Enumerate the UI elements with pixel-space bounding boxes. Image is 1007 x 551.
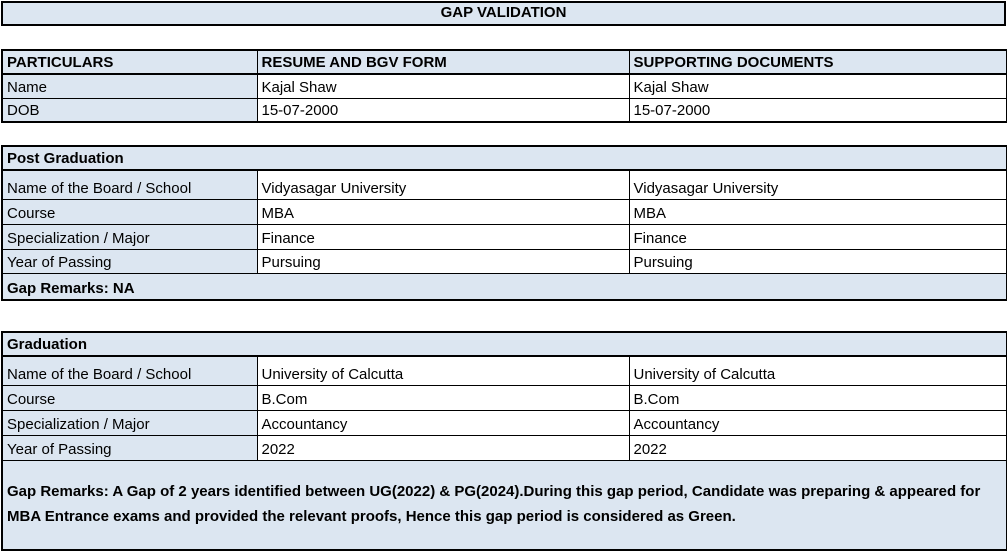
pg-specialization-supporting-value: Finance <box>628 223 1007 250</box>
page-title: GAP VALIDATION <box>1 1 1006 26</box>
post-graduation-table: Post Graduation Name of the Board / Scho… <box>1 145 1007 301</box>
post-graduation-gap-remarks-row: Gap Remarks: NA <box>1 272 1007 301</box>
row-label-specialization: Specialization / Major <box>1 409 258 436</box>
row-label-year-of-passing: Year of Passing <box>1 434 258 461</box>
g-course-supporting-value: B.Com <box>628 384 1007 411</box>
table-row-pg-specialization: Specialization / Major Finance Finance <box>1 223 1007 250</box>
g-board-resume-value: University of Calcutta <box>256 355 630 386</box>
table-row-pg-course: Course MBA MBA <box>1 198 1007 225</box>
graduation-gap-remarks: Gap Remarks: A Gap of 2 years identified… <box>1 459 1007 551</box>
dob-resume-value: 15-07-2000 <box>256 97 630 123</box>
row-label-name: Name <box>1 73 258 99</box>
pg-year-supporting-value: Pursuing <box>628 248 1007 274</box>
row-label-year-of-passing: Year of Passing <box>1 248 258 274</box>
row-label-board-school: Name of the Board / School <box>1 169 258 200</box>
column-header-resume-bgv-form: RESUME AND BGV FORM <box>256 49 630 75</box>
g-year-supporting-value: 2022 <box>628 434 1007 461</box>
particulars-table: PARTICULARS RESUME AND BGV FORM SUPPORTI… <box>1 49 1007 123</box>
column-header-particulars: PARTICULARS <box>1 49 258 75</box>
row-label-course: Course <box>1 384 258 411</box>
section-title-post-graduation: Post Graduation <box>1 145 1007 171</box>
row-label-specialization: Specialization / Major <box>1 223 258 250</box>
table-row-g-course: Course B.Com B.Com <box>1 384 1007 411</box>
row-label-course: Course <box>1 198 258 225</box>
table-row-pg-board-school: Name of the Board / School Vidyasagar Un… <box>1 169 1007 200</box>
section-title-graduation: Graduation <box>1 331 1007 357</box>
post-graduation-gap-remarks: Gap Remarks: NA <box>1 272 1007 301</box>
table-row-g-board-school: Name of the Board / School University of… <box>1 355 1007 386</box>
g-year-resume-value: 2022 <box>256 434 630 461</box>
name-resume-value: Kajal Shaw <box>256 73 630 99</box>
row-label-board-school: Name of the Board / School <box>1 355 258 386</box>
column-header-supporting-documents: SUPPORTING DOCUMENTS <box>628 49 1007 75</box>
pg-specialization-resume-value: Finance <box>256 223 630 250</box>
pg-year-resume-value: Pursuing <box>256 248 630 274</box>
particulars-header-row: PARTICULARS RESUME AND BGV FORM SUPPORTI… <box>1 49 1007 75</box>
g-board-supporting-value: University of Calcutta <box>628 355 1007 386</box>
table-row-name: Name Kajal Shaw Kajal Shaw <box>1 73 1007 99</box>
pg-course-resume-value: MBA <box>256 198 630 225</box>
g-specialization-supporting-value: Accountancy <box>628 409 1007 436</box>
g-course-resume-value: B.Com <box>256 384 630 411</box>
post-graduation-section-header-row: Post Graduation <box>1 145 1007 171</box>
table-row-g-specialization: Specialization / Major Accountancy Accou… <box>1 409 1007 436</box>
table-row-dob: DOB 15-07-2000 15-07-2000 <box>1 97 1007 123</box>
dob-supporting-value: 15-07-2000 <box>628 97 1007 123</box>
row-label-dob: DOB <box>1 97 258 123</box>
graduation-table: Graduation Name of the Board / School Un… <box>1 331 1007 551</box>
g-specialization-resume-value: Accountancy <box>256 409 630 436</box>
pg-board-resume-value: Vidyasagar University <box>256 169 630 200</box>
pg-course-supporting-value: MBA <box>628 198 1007 225</box>
graduation-section-header-row: Graduation <box>1 331 1007 357</box>
table-row-g-year-of-passing: Year of Passing 2022 2022 <box>1 434 1007 461</box>
table-row-pg-year-of-passing: Year of Passing Pursuing Pursuing <box>1 248 1007 274</box>
graduation-gap-remarks-row: Gap Remarks: A Gap of 2 years identified… <box>1 459 1007 551</box>
pg-board-supporting-value: Vidyasagar University <box>628 169 1007 200</box>
name-supporting-value: Kajal Shaw <box>628 73 1007 99</box>
